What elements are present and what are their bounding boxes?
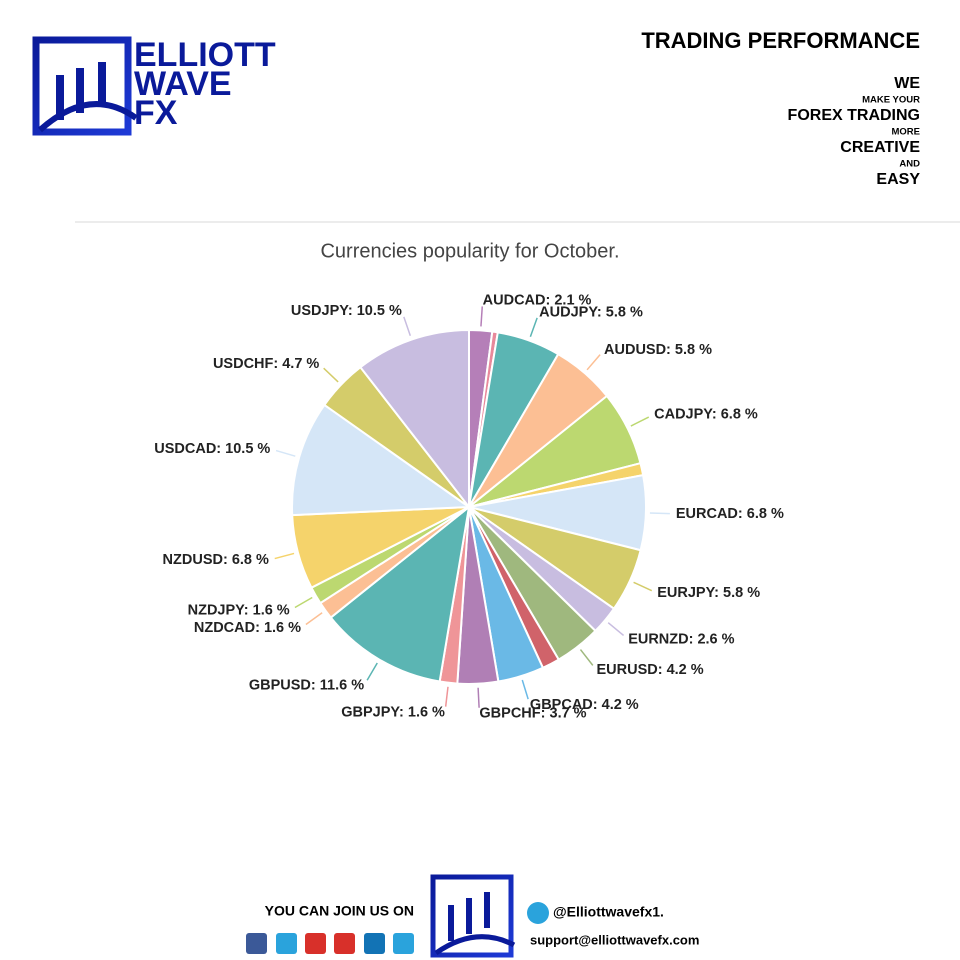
leader-line [607, 622, 625, 637]
leader-line [477, 687, 480, 708]
label-value: 4.2 % [602, 697, 639, 713]
logo-text: FX [134, 94, 178, 132]
tagline-line: MORE [892, 127, 921, 138]
leader-line [529, 317, 538, 337]
data-label: GBPCHF: 3.7 % [479, 706, 586, 722]
data-label: AUDUSD: 5.8 % [604, 342, 712, 358]
chart-title: Currencies popularity for October. [320, 240, 619, 262]
leader-line [294, 596, 313, 609]
data-label: EURUSD: 4.2 % [596, 662, 703, 678]
tagline-line: MAKE YOUR [862, 95, 920, 106]
tagline-line: WE [894, 75, 920, 92]
label-category: USDJPY: [291, 303, 353, 319]
label-category: AUDUSD: [604, 342, 671, 358]
leader-line [480, 306, 484, 327]
label-value: 10.5 % [225, 441, 270, 457]
label-category: EURUSD: [596, 662, 662, 678]
leader-line [649, 512, 670, 515]
label-value: 5.8 % [606, 304, 643, 320]
label-value: 1.6 % [264, 620, 301, 636]
label-value: 5.8 % [723, 585, 760, 601]
leader-line [633, 581, 653, 592]
label-category: EURNZD: [628, 631, 693, 647]
logo: ELLIOTT WAVE FX [32, 36, 276, 136]
label-value: 6.8 % [747, 506, 784, 522]
data-label: GBPJPY: 1.6 % [341, 704, 445, 720]
footer-email: support@elliottwavefx.com [530, 932, 699, 947]
data-label: EURJPY: 5.8 % [657, 585, 760, 601]
label-value: 10.5 % [357, 303, 402, 319]
label-value: 3.7 % [550, 706, 587, 722]
pie: AUDCAD: 2.1 %AUDJPY: 5.8 %AUDUSD: 5.8 %C… [154, 292, 784, 721]
label-value: 2.1 % [554, 292, 591, 308]
data-label: NZDCAD: 1.6 % [194, 620, 301, 636]
leader-line [305, 612, 323, 626]
label-category: AUDJPY: [539, 304, 602, 320]
data-label: AUDCAD: 2.1 % [483, 292, 592, 308]
telegram-icon [527, 902, 549, 924]
leader-line [366, 662, 378, 681]
label-value: 6.8 % [232, 552, 269, 568]
footer-telegram: @Elliottwavefx1. [553, 904, 664, 920]
tagline-line: EASY [876, 171, 920, 188]
label-value: 11.6 % [320, 677, 364, 693]
label-category: NZDUSD: [163, 552, 228, 568]
leader-line [579, 649, 594, 666]
label-value: 2.6 % [697, 631, 734, 647]
data-label: NZDJPY: 1.6 % [188, 602, 290, 618]
label-category: NZDJPY: [188, 602, 249, 618]
data-label: NZDUSD: 6.8 % [163, 552, 269, 568]
label-value: 6.8 % [721, 406, 758, 422]
leader-line [403, 316, 412, 337]
data-label: GBPUSD: 11.6 % [249, 677, 364, 693]
data-label: EURNZD: 2.6 % [628, 631, 734, 647]
label-value: 5.8 % [675, 342, 712, 358]
footer-join: YOU CAN JOIN US ON [265, 903, 414, 919]
data-label: USDJPY: 10.5 % [291, 303, 402, 319]
leader-line [630, 416, 650, 427]
label-category: USDCHF: [213, 356, 278, 372]
page-title: TRADING PERFORMANCE [641, 28, 920, 53]
label-value: 4.7 % [282, 356, 319, 372]
label-value: 1.6 % [253, 602, 290, 618]
tagline-line: CREATIVE [840, 139, 920, 156]
leader-line [586, 354, 601, 371]
data-label: GBPCAD: 4.2 % [530, 697, 639, 713]
tagline-line: AND [899, 159, 920, 170]
data-label: USDCAD: 10.5 % [154, 441, 270, 457]
data-label: EURCAD: 6.8 % [676, 506, 784, 522]
label-value: 1.6 % [408, 704, 445, 720]
label-category: AUDCAD: [483, 292, 551, 308]
data-label: USDCHF: 4.7 % [213, 356, 319, 372]
label-value: 4.2 % [667, 662, 704, 678]
leader-line [274, 552, 295, 560]
label-category: GBPCHF: [479, 706, 545, 722]
logo-text: ELLIOTT [134, 36, 276, 74]
label-category: NZDCAD: [194, 620, 260, 636]
label-category: EURCAD: [676, 506, 743, 522]
social-icons [246, 933, 414, 954]
pie-slice [329, 504, 471, 683]
leader-line [323, 367, 339, 383]
footer-logo [430, 874, 516, 958]
pie-slice [359, 328, 470, 510]
tagline-line: FOREX TRADING [788, 107, 920, 124]
label-category: CADJPY: [654, 406, 717, 422]
leader-line [444, 686, 449, 707]
label-category: GBPCAD: [530, 697, 598, 713]
label-category: GBPUSD: [249, 677, 316, 693]
label-category: GBPJPY: [341, 704, 404, 720]
pie-slice [291, 403, 472, 517]
label-category: EURJPY: [657, 585, 719, 601]
label-category: USDCAD: [154, 441, 221, 457]
data-label: AUDJPY: 5.8 % [539, 304, 643, 320]
logo-text: WAVE [134, 65, 232, 103]
leader-line [521, 679, 529, 700]
leader-line [275, 449, 296, 457]
data-label: CADJPY: 6.8 % [654, 406, 758, 422]
